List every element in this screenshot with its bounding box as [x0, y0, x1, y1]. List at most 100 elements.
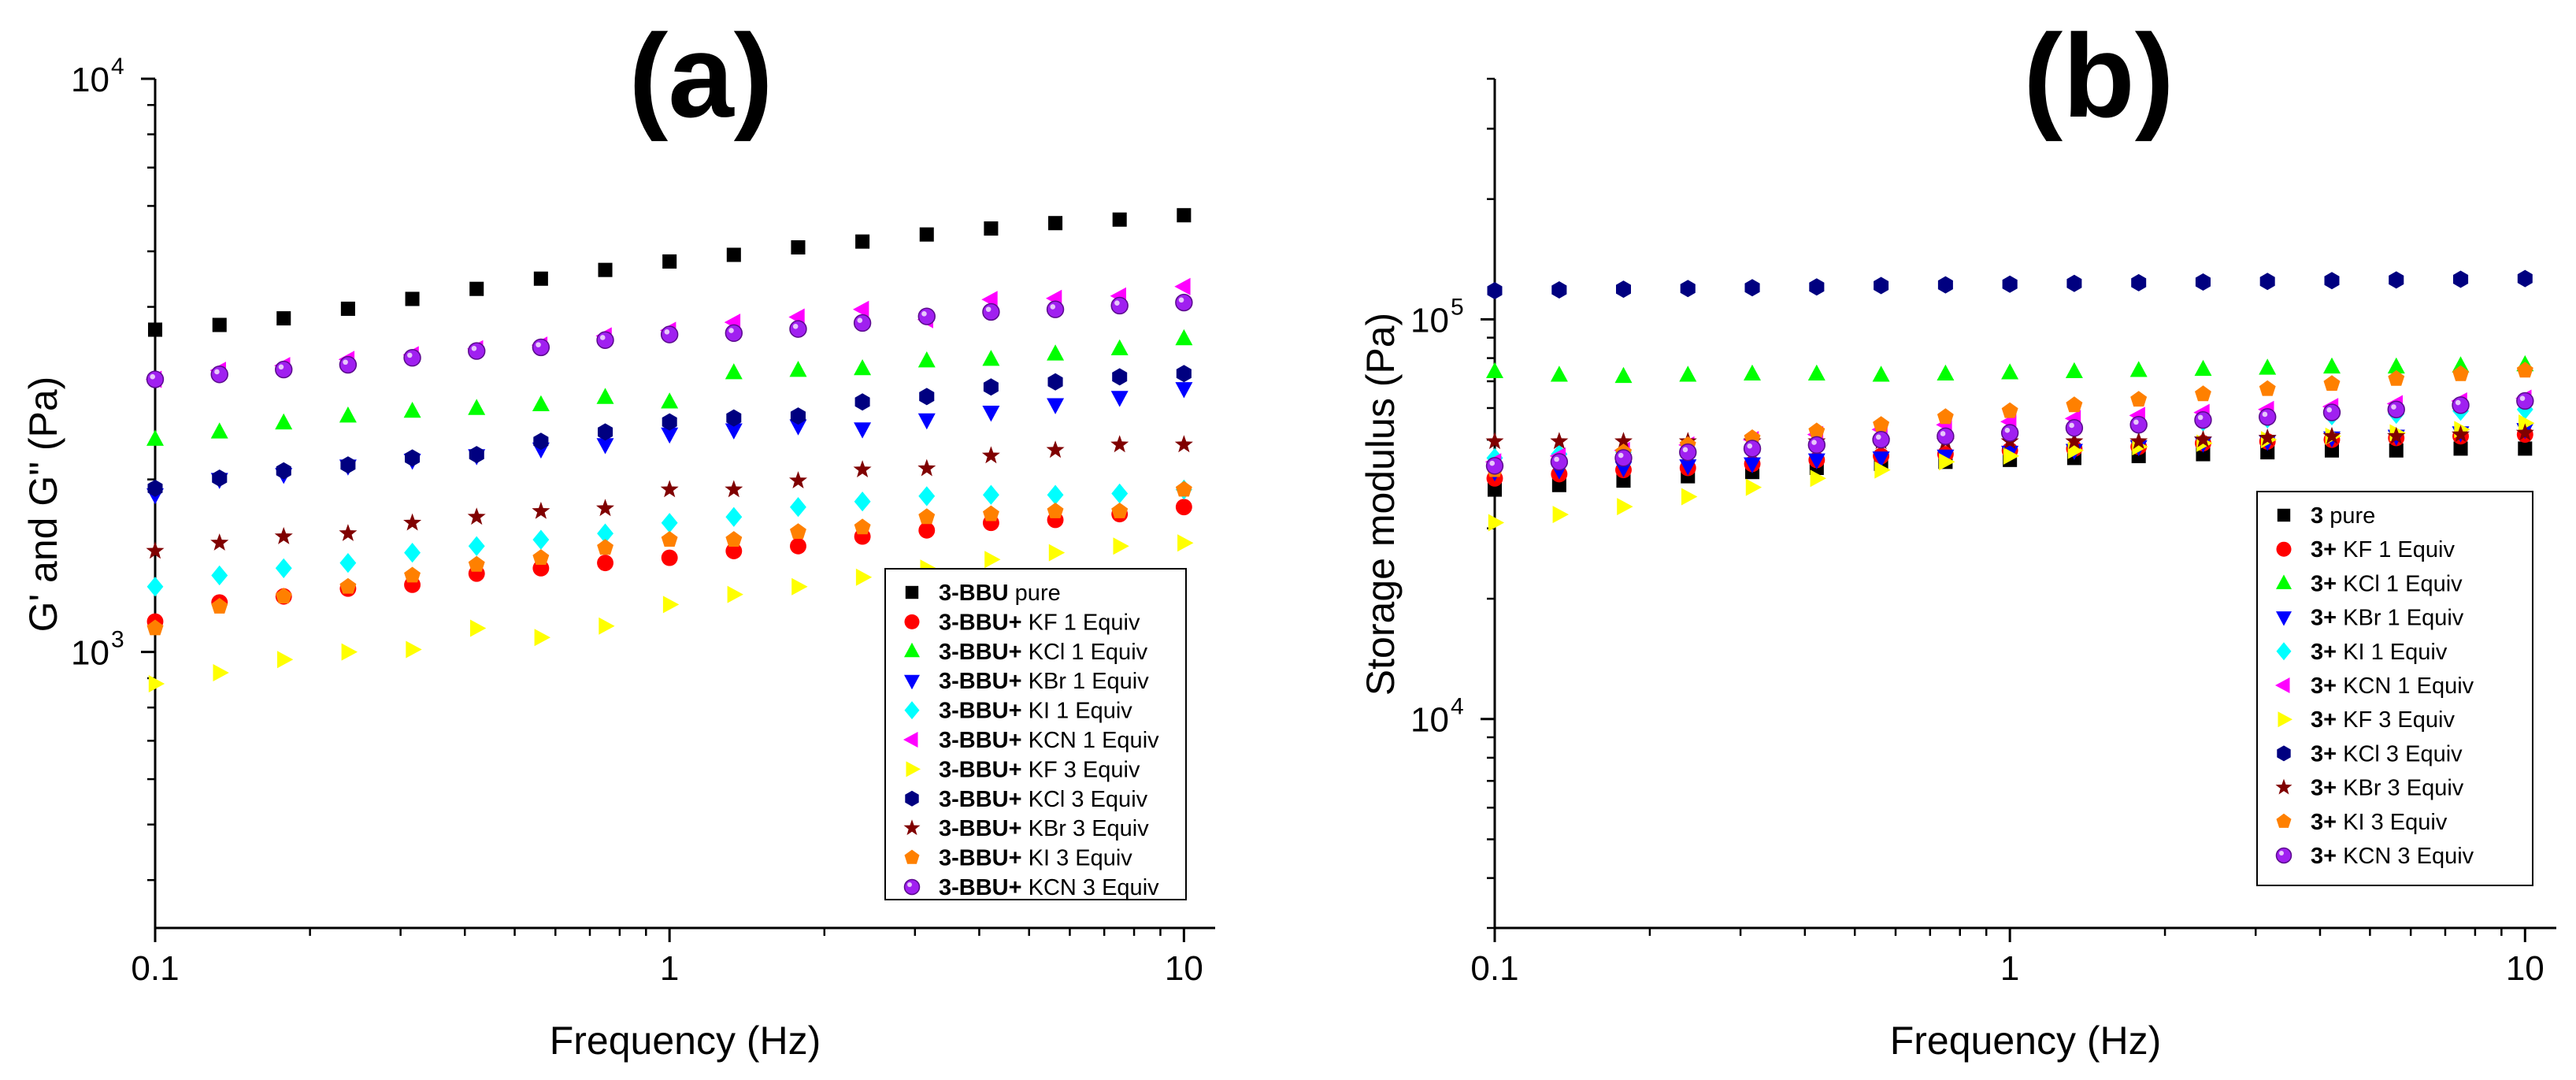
- legend-label-bold: 3-BBU+: [939, 669, 1022, 694]
- series-8: [146, 435, 1193, 559]
- data-point: [404, 543, 421, 563]
- data-point: [790, 407, 806, 425]
- data-point: [2323, 375, 2341, 392]
- data-point: [468, 555, 485, 572]
- legend-marker: [2276, 574, 2292, 589]
- data-point: [340, 456, 356, 474]
- data-point: [918, 521, 936, 539]
- series-2: [146, 328, 1193, 446]
- data-point: [211, 598, 228, 614]
- legend-entry: 3+ KF 1 Equiv: [2276, 537, 2455, 562]
- data-point: [1808, 422, 1825, 439]
- data-point-highlight: [214, 369, 220, 375]
- data-point: [1614, 366, 1633, 384]
- data-point: [211, 565, 228, 586]
- legend-marker: [906, 761, 921, 778]
- data-point: [469, 446, 484, 464]
- data-point: [598, 423, 613, 441]
- legend-label-rest: KCN 3 Equiv: [2337, 844, 2474, 869]
- data-point: [1550, 366, 1568, 382]
- legend-box: [884, 568, 1187, 900]
- data-point-highlight: [2455, 399, 2461, 406]
- data-point: [2323, 357, 2341, 374]
- data-point: [276, 311, 291, 326]
- data-point: [276, 462, 291, 480]
- panel-title: (b): [2023, 9, 2174, 142]
- legend-label: 3+ KF 1 Equiv: [2311, 537, 2455, 562]
- data-point: [1485, 432, 1504, 450]
- data-point: [598, 262, 613, 277]
- legend-label: 3-BBU+ KCl 1 Equiv: [939, 640, 1148, 665]
- data-point-highlight: [1618, 452, 1624, 458]
- data-point: [1487, 482, 1503, 497]
- data-point: [854, 492, 871, 512]
- data-point: [532, 549, 550, 565]
- legend-label: 3-BBU+ KF 3 Equiv: [939, 757, 1140, 782]
- legend-label-bold: 3+: [2311, 776, 2337, 801]
- y-tick-base: 10: [1410, 301, 1449, 340]
- data-point-highlight: [1489, 460, 1495, 466]
- data-point: [2259, 273, 2275, 291]
- data-point: [2452, 356, 2470, 373]
- legend-entry: 3-BBU+ KF 1 Equiv: [904, 610, 1140, 635]
- data-point: [2001, 363, 2019, 380]
- legend-label-bold: 3+: [2311, 741, 2337, 766]
- data-point: [2387, 357, 2405, 374]
- data-point: [662, 596, 680, 614]
- legend-label-bold: 3: [2311, 503, 2323, 529]
- legend-label: 3+ KF 3 Equiv: [2311, 707, 2455, 733]
- data-point: [1874, 276, 1889, 295]
- data-point: [2259, 380, 2276, 396]
- data-point: [1175, 328, 1193, 346]
- data-point: [1680, 280, 1696, 298]
- legend-label-bold: 3-BBU: [939, 581, 1009, 606]
- data-point: [275, 588, 292, 603]
- data-point: [791, 240, 806, 255]
- data-point: [2195, 385, 2211, 402]
- data-point: [2193, 430, 2212, 447]
- data-point: [2000, 424, 2019, 442]
- data-point: [984, 221, 999, 236]
- data-point: [147, 479, 163, 497]
- data-point-highlight: [2262, 411, 2268, 418]
- legend-marker: [905, 790, 919, 807]
- data-point: [1807, 436, 1826, 455]
- legend-label-rest: KI 1 Equiv: [1022, 699, 1133, 724]
- legend-entry: 3+ KBr 3 Equiv: [2275, 776, 2464, 801]
- data-point: [1616, 280, 1631, 299]
- data-point: [1047, 373, 1063, 391]
- legend-entry: 3-BBU+ KF 3 Equiv: [906, 757, 1140, 782]
- data-point: [1807, 364, 1825, 380]
- data-point: [1110, 339, 1129, 355]
- data-point: [1175, 499, 1192, 516]
- legend-entry: 3-BBU+ KCl 1 Equiv: [904, 640, 1148, 665]
- data-point: [853, 460, 872, 477]
- data-point: [148, 675, 165, 692]
- legend-marker: [2275, 778, 2292, 795]
- data-point: [2194, 359, 2212, 377]
- data-point: [1177, 208, 1192, 223]
- data-point: [1174, 435, 1193, 453]
- legend-label: 3+ KCl 1 Equiv: [2311, 571, 2463, 596]
- data-point: [918, 486, 936, 507]
- data-point: [725, 531, 743, 547]
- legend-label-rest: KBr 3 Equiv: [2337, 776, 2464, 801]
- data-point: [1807, 453, 1825, 469]
- data-point: [1046, 300, 1065, 318]
- data-point: [1937, 364, 1955, 380]
- data-point: [726, 409, 742, 427]
- data-point: [1809, 278, 1825, 296]
- legend-label: 3-BBU+ KI 3 Equiv: [939, 846, 1132, 871]
- data-point: [533, 271, 548, 286]
- data-point: [406, 640, 422, 659]
- data-point: [146, 429, 164, 446]
- data-point-highlight: [2133, 419, 2139, 425]
- data-point: [470, 619, 487, 637]
- legend-marker: [2277, 745, 2291, 762]
- data-point: [2258, 428, 2277, 446]
- data-point: [1110, 435, 1129, 453]
- data-point: [2515, 423, 2534, 441]
- data-point: [789, 320, 807, 338]
- data-point: [403, 349, 421, 367]
